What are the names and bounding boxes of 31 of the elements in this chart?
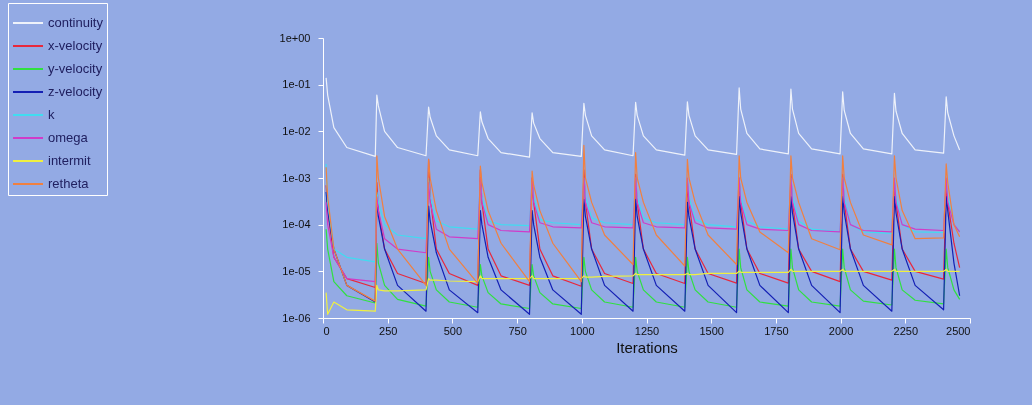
legend-label: x-velocity xyxy=(48,38,103,53)
legend-label: k xyxy=(48,107,55,122)
legend-label: omega xyxy=(48,130,89,145)
y-tick-label: 1e-06 xyxy=(282,311,311,324)
x-tick-label: 0 xyxy=(323,324,330,337)
x-tick-label: 1750 xyxy=(764,324,789,337)
y-tick-label: 1e-01 xyxy=(282,78,311,91)
line-series xyxy=(325,191,961,315)
y-tick-label: 1e-02 xyxy=(282,124,311,137)
y-tick-label: 1e+00 xyxy=(279,31,311,44)
x-tick-label: 250 xyxy=(379,324,398,337)
legend-label: continuity xyxy=(48,15,104,30)
legend-label: intermit xyxy=(48,153,92,168)
x-tick-label: 2000 xyxy=(828,324,854,337)
x-axis-title: Iterations xyxy=(616,338,678,356)
x-tick-label: 2500 xyxy=(946,324,971,337)
y-tick-label: 1e-04 xyxy=(282,218,311,231)
y-tick-label: 1e-03 xyxy=(282,171,311,184)
x-tick-label: 750 xyxy=(508,324,527,337)
legend-label: retheta xyxy=(48,176,90,191)
x-tick-label: 1500 xyxy=(699,324,724,337)
line-series xyxy=(325,268,961,315)
x-tick-label: 1000 xyxy=(570,324,595,337)
legend-label: z-velocity xyxy=(48,84,103,99)
line-series xyxy=(325,144,961,302)
x-tick-label: 1250 xyxy=(634,324,660,337)
legend-label: y-velocity xyxy=(48,61,103,76)
x-tick-label: 2250 xyxy=(893,324,919,337)
line-series xyxy=(325,77,961,158)
y-tick-label: 1e-05 xyxy=(282,264,311,277)
x-tick-label: 500 xyxy=(443,324,463,337)
